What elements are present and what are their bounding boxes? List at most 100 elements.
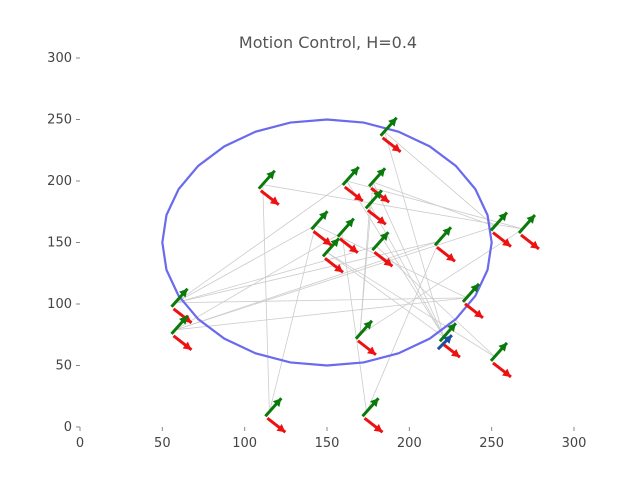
green-arrow <box>354 319 374 340</box>
green-arrow <box>310 210 329 231</box>
link-line <box>175 297 468 331</box>
green-arrow <box>341 166 360 186</box>
link-line <box>175 297 467 304</box>
green-arrow <box>489 341 509 362</box>
link-line <box>346 180 524 230</box>
red-arrow-head <box>276 423 286 433</box>
link-line <box>384 131 445 338</box>
green-arrow-head <box>350 167 359 176</box>
green-arrow-head <box>330 238 339 248</box>
green-arrow <box>367 167 387 188</box>
red-arrow-head <box>334 264 343 273</box>
red-arrow-head <box>348 244 358 253</box>
green-arrow <box>371 231 390 252</box>
link-line <box>341 232 367 413</box>
green-arrow-head <box>272 398 282 408</box>
red-arrow-head <box>502 238 511 247</box>
agents <box>170 116 540 434</box>
link-line <box>384 131 496 227</box>
red-arrow <box>259 189 280 206</box>
green-arrow <box>433 226 453 247</box>
link-line <box>262 184 524 230</box>
red-arrow <box>266 417 287 434</box>
red-arrow <box>464 302 484 320</box>
link-line <box>175 180 347 304</box>
x-tick-label: 300 <box>562 436 587 451</box>
link-line <box>175 240 440 331</box>
red-arrow <box>436 246 456 263</box>
x-tick-label: 200 <box>397 436 422 451</box>
red-arrow-head <box>353 192 363 201</box>
green-arrow-head <box>363 320 372 330</box>
green-arrow-head <box>345 218 354 228</box>
y-tick-label: 0 <box>64 420 72 435</box>
link-line <box>326 252 496 358</box>
link-line <box>175 232 343 331</box>
red-arrow-head <box>391 143 401 152</box>
green-arrow <box>336 217 355 238</box>
green-arrow-head <box>498 342 507 352</box>
red-arrow <box>343 185 364 203</box>
y-tick-label: 200 <box>47 174 72 189</box>
red-arrow <box>492 231 512 248</box>
green-arrow <box>257 169 276 190</box>
link-line <box>366 241 440 413</box>
boundary-polygon <box>161 118 493 367</box>
red-arrow-head <box>474 309 483 318</box>
red-arrow-head <box>446 253 455 262</box>
red-arrow <box>381 136 402 153</box>
red-arrow <box>357 339 377 356</box>
red-arrow <box>366 209 387 226</box>
red-arrow-head <box>367 346 376 355</box>
agent-links <box>175 131 524 413</box>
green-arrow <box>489 211 509 232</box>
x-tick-label: 50 <box>154 436 171 451</box>
red-arrow-head <box>380 193 390 203</box>
green-arrow <box>364 189 383 210</box>
green-arrow <box>170 287 189 308</box>
green-arrow-head <box>179 288 188 298</box>
red-arrow <box>172 334 193 352</box>
red-arrow-head <box>502 368 511 377</box>
green-arrow-head <box>526 214 535 224</box>
red-arrow <box>373 251 394 268</box>
green-arrow <box>361 397 380 418</box>
green-arrow <box>264 397 283 418</box>
link-line <box>326 252 445 338</box>
red-arrow-head <box>451 348 460 358</box>
green-arrow-head <box>442 227 451 237</box>
green-arrow-head <box>376 168 386 177</box>
green-arrow <box>517 213 537 234</box>
link-line <box>175 226 496 331</box>
link-line <box>372 182 445 338</box>
y-tick-label: 100 <box>47 297 72 312</box>
green-arrow-head <box>388 117 397 127</box>
chart-title: Motion Control, H=0.4 <box>239 33 417 52</box>
link-line <box>369 204 445 338</box>
y-tick-label: 250 <box>47 113 72 128</box>
green-arrow <box>438 322 458 343</box>
red-arrow <box>520 233 540 251</box>
red-arrow <box>338 237 359 254</box>
red-arrow-head <box>182 341 192 350</box>
y-tick-label: 50 <box>55 359 72 374</box>
green-arrow <box>170 314 189 335</box>
red-arrow-head <box>376 216 386 225</box>
y-tick-label: 150 <box>47 236 72 251</box>
y-tick-label: 300 <box>47 51 72 66</box>
green-arrow <box>461 282 481 303</box>
x-tick-label: 150 <box>315 436 340 451</box>
green-arrow-head <box>370 398 379 408</box>
green-arrow-head <box>447 323 456 332</box>
link-line <box>175 240 440 304</box>
link-line <box>175 224 316 304</box>
link-line <box>262 184 270 413</box>
red-arrow <box>492 361 512 379</box>
red-arrow <box>363 417 384 434</box>
red-arrow-head <box>530 240 539 249</box>
x-tick-label: 100 <box>232 436 257 451</box>
link-line <box>359 182 374 335</box>
green-arrow-head <box>498 212 507 222</box>
